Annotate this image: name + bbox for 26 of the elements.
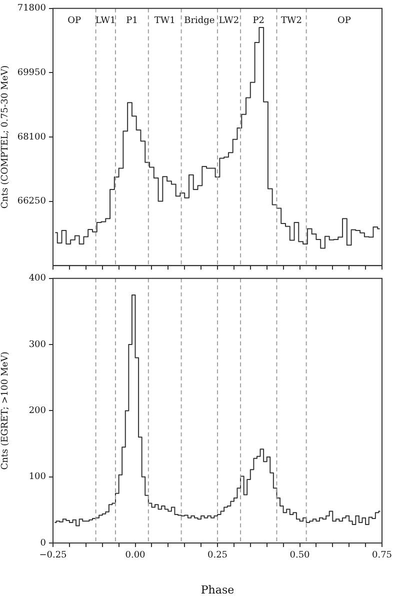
annotation: TW2 [281, 16, 302, 26]
annotation: LW2 [218, 16, 240, 26]
x-tick-label: −0.25 [39, 550, 68, 561]
y-tick-label: 200 [28, 406, 46, 416]
y-tick-label: 69950 [17, 68, 46, 78]
y-axis-title: Cnts (COMPTEL; 0.75-30 MeV) [0, 65, 11, 209]
annotation: LW1 [96, 16, 116, 26]
y-tick-label: 71800 [17, 4, 46, 14]
y-tick-label: 66250 [17, 196, 46, 207]
x-tick-label: 0.00 [125, 550, 146, 561]
annotation: OP [68, 16, 82, 26]
y-tick-label: 400 [28, 274, 46, 284]
y-tick-label: 100 [28, 472, 46, 482]
x-tick-label: 0.50 [290, 550, 310, 561]
y-tick-label: 68100 [17, 132, 46, 142]
annotation: P2 [252, 16, 265, 26]
annotation: P1 [126, 16, 138, 26]
annotation: OP [337, 16, 351, 26]
x-axis-title: Phase [200, 583, 234, 596]
x-tick-label: 0.75 [372, 550, 392, 561]
y-tick-label: 300 [28, 340, 46, 350]
x-tick-label: 0.25 [207, 550, 228, 561]
annotation: TW1 [154, 16, 176, 26]
y-tick-label: 0 [40, 538, 46, 548]
y-axis-title: Cnts (EGRET; >100 MeV) [0, 352, 11, 470]
annotation: Bridge [184, 16, 215, 26]
